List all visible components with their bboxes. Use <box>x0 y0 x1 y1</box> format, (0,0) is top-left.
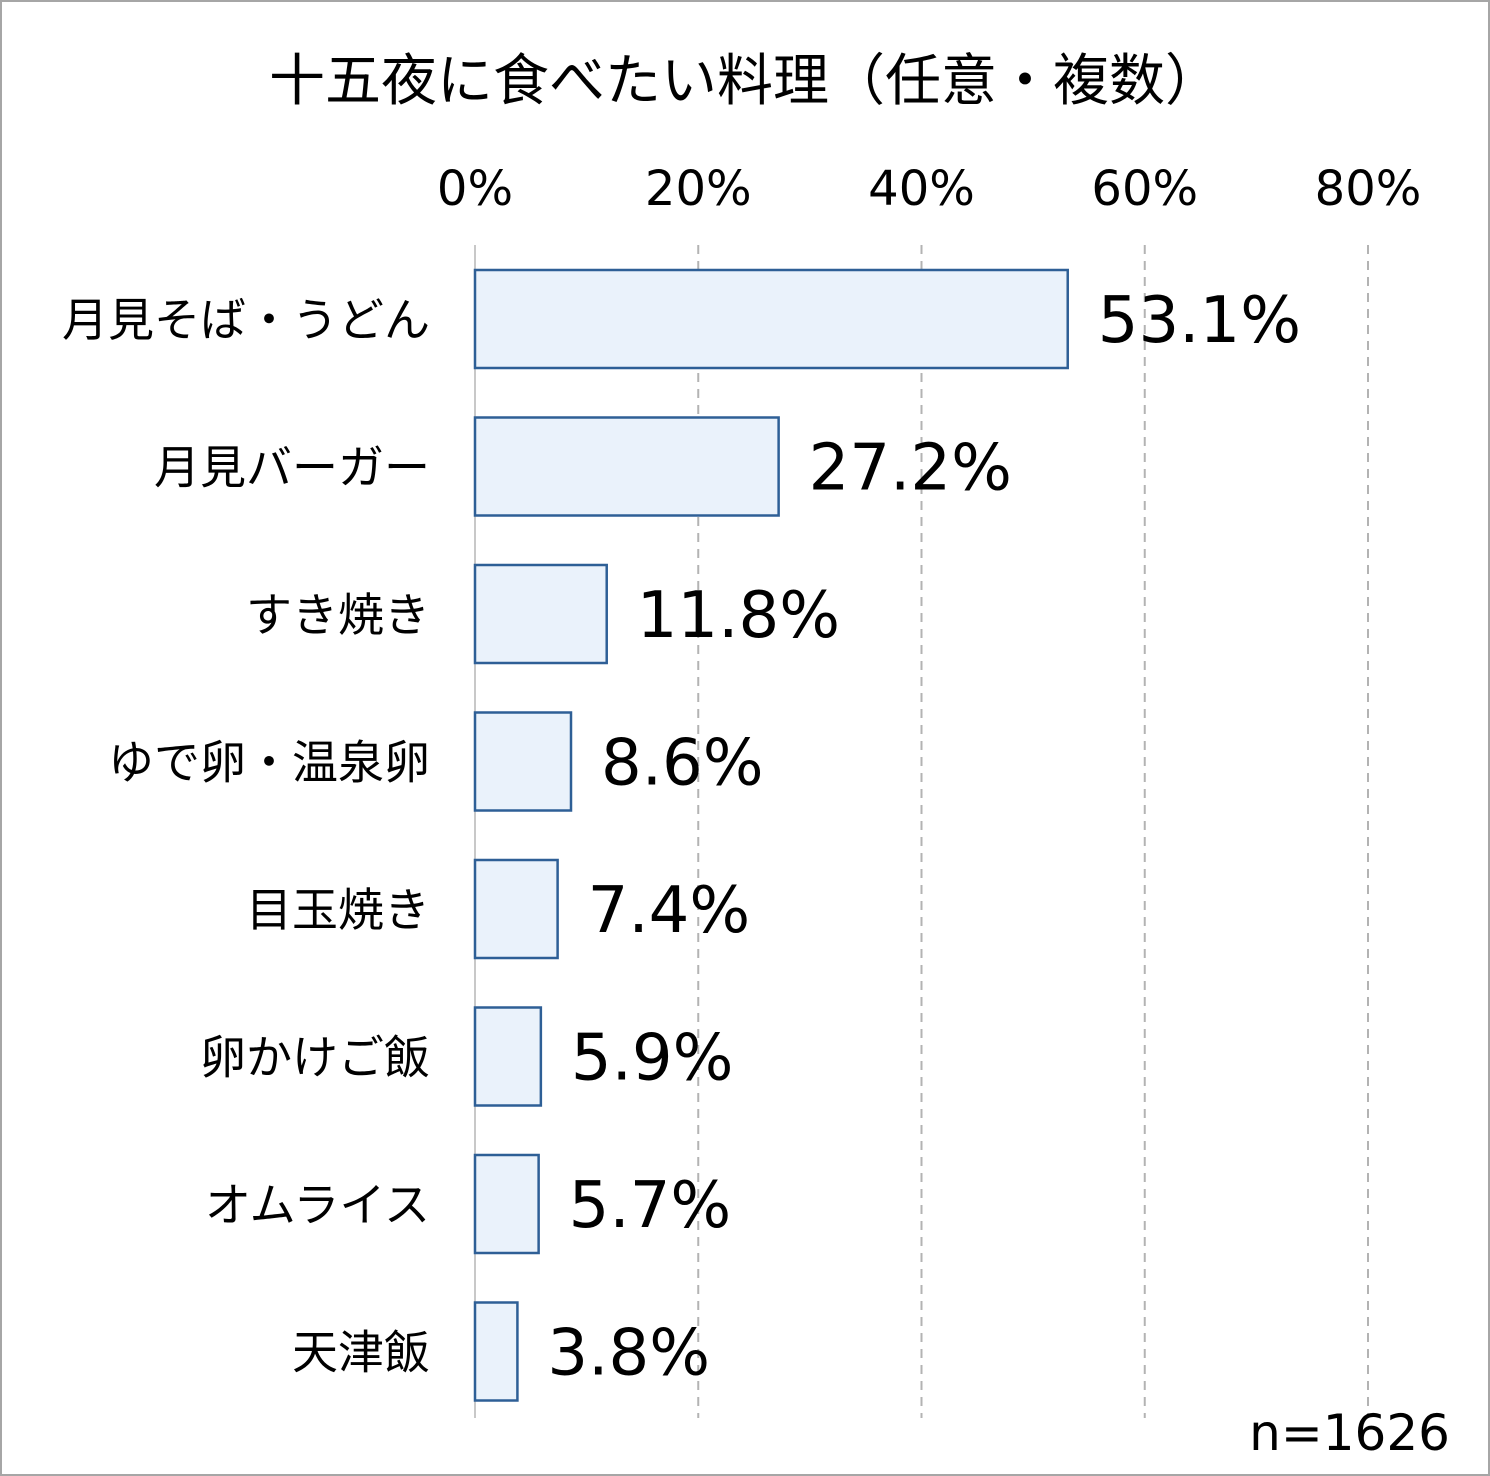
x-tick-label: 60% <box>1091 161 1198 217</box>
category-label: 目玉焼き <box>246 883 430 937</box>
x-tick-label: 0% <box>437 161 513 217</box>
category-label: オムライス <box>205 1178 430 1232</box>
bars <box>473 268 1069 1402</box>
bar <box>473 711 573 812</box>
sample-size-note: n=1626 <box>1249 1404 1450 1462</box>
category-label: 月見バーガー <box>154 441 430 495</box>
category-labels: 月見そば・うどん月見バーガーすき焼きゆで卵・温泉卵目玉焼き卵かけご飯オムライス天… <box>62 293 430 1380</box>
value-label: 3.8% <box>547 1317 710 1391</box>
value-label: 8.6% <box>601 727 764 801</box>
x-axis-ticks: 0% 20% 40% 60% 80% <box>437 161 1421 217</box>
category-label: 月見そば・うどん <box>62 293 430 347</box>
value-labels: 53.1% 27.2% 11.8% 8.6% 7.4% 5.9% 5.7% 3.8% <box>547 284 1301 1391</box>
category-label: 天津飯 <box>292 1326 430 1380</box>
category-label: 卵かけご飯 <box>200 1031 430 1085</box>
x-tick-label: 80% <box>1315 161 1422 217</box>
bar <box>473 1006 543 1107</box>
category-label: ゆで卵・温泉卵 <box>108 736 430 790</box>
value-label: 5.7% <box>569 1169 732 1243</box>
bar <box>473 416 780 517</box>
value-label: 53.1% <box>1098 284 1301 358</box>
bar <box>473 563 608 665</box>
bar <box>473 858 559 960</box>
x-tick-label: 20% <box>645 161 752 217</box>
bar <box>473 268 1069 370</box>
bar <box>473 1153 540 1255</box>
x-tick-label: 40% <box>868 161 975 217</box>
value-label: 7.4% <box>588 874 751 948</box>
value-label: 11.8% <box>637 579 840 653</box>
category-label: すき焼き <box>246 588 430 642</box>
bar <box>473 1301 519 1402</box>
value-label: 27.2% <box>809 432 1012 506</box>
value-label: 5.9% <box>571 1022 734 1096</box>
chart-title: 十五夜に食べたい料理（任意・複数） <box>269 49 1221 114</box>
